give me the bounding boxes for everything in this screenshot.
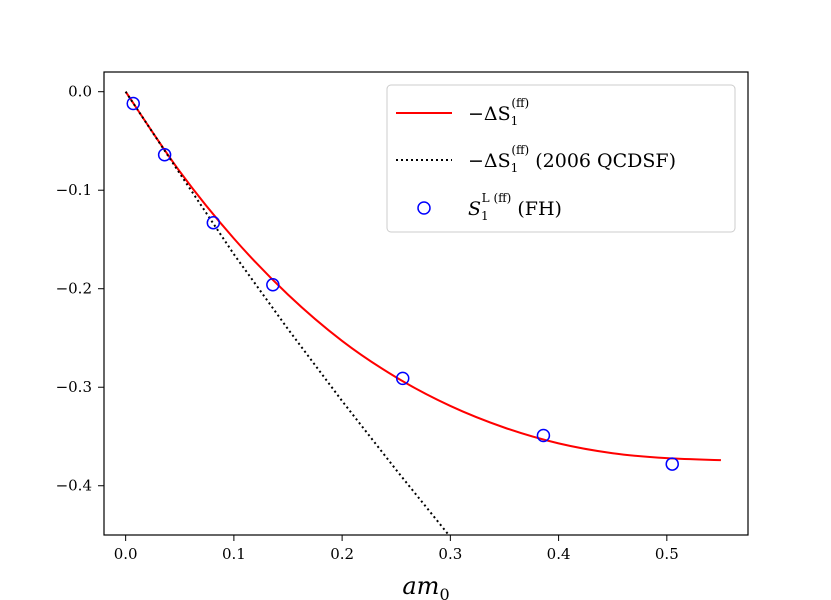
legend-entry-1-prefix: −ΔS (468, 150, 511, 172)
legend-entry-0-sup: (ff) (511, 96, 529, 110)
y-tick-label: −0.4 (56, 477, 92, 495)
legend-swatch-circle-marker (417, 201, 431, 215)
legend-entry-0-sub: 1 (511, 114, 519, 128)
legend-entry-1-suffix: (2006 QCDSF) (529, 150, 676, 172)
legend-entry-1-sub: 1 (511, 161, 519, 175)
legend-entry-1: −ΔS1 (ff) (2006 QCDSF) (468, 143, 676, 175)
legend-entry-2: S1 L (ff) (FH) (468, 191, 562, 223)
data-point-marker (536, 428, 551, 443)
legend-entry-2-sup: L (ff) (482, 191, 512, 205)
series-line-dotted (124, 91, 451, 535)
data-point-marker (395, 371, 410, 386)
y-tick-label: −0.3 (56, 378, 92, 396)
y-tick-label: −0.1 (56, 181, 92, 199)
legend-entry-2-prefix: S (468, 198, 481, 220)
x-axis-label-sub: 0 (439, 585, 449, 600)
x-tick-label: 0.0 (114, 545, 138, 563)
x-axis-label: am0 (402, 572, 449, 600)
data-point-marker (665, 457, 679, 471)
x-tick-label: 0.5 (655, 545, 679, 563)
legend: −ΔS1(ff) −ΔS1(ff) (2006 QCDSF) S1L (ff) … (386, 84, 736, 233)
y-tick-label: 0.0 (68, 83, 92, 101)
y-tick-label: −0.2 (56, 280, 92, 298)
data-point-marker (126, 96, 140, 111)
legend-entry-2-suffix: (FH) (511, 198, 562, 220)
data-point-marker (157, 147, 172, 162)
x-tick-label: 0.3 (438, 545, 462, 563)
legend-entry-1-sup: (ff) (511, 143, 529, 157)
legend-entry-0: −ΔS1 (ff) (468, 96, 529, 128)
legend-box (386, 84, 736, 233)
data-point-marker (206, 215, 221, 230)
x-axis-label-main: am (402, 572, 439, 600)
x-tick-label: 0.4 (547, 545, 571, 563)
x-tick-label: 0.1 (222, 545, 246, 563)
legend-entry-0-prefix: −ΔS (468, 103, 511, 125)
data-point-marker (266, 278, 280, 292)
x-tick-label: 0.2 (330, 545, 354, 563)
plot-frame (103, 71, 749, 536)
legend-entry-2-sub: 1 (481, 209, 489, 223)
